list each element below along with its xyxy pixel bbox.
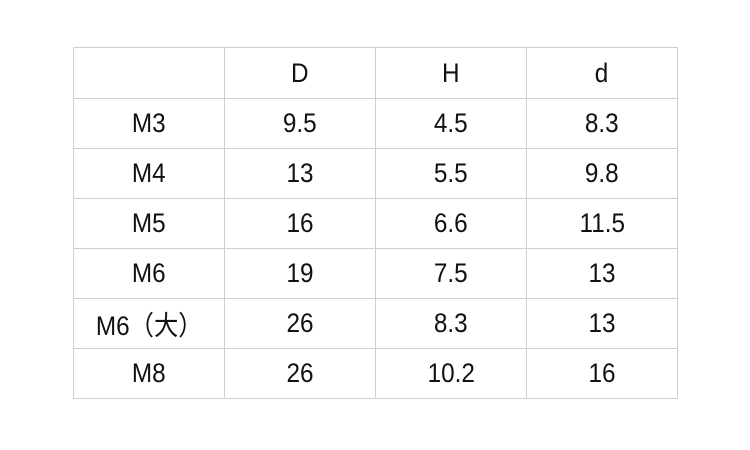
value-cell: 6.6 — [375, 198, 527, 249]
row-label-cell: M8 — [73, 348, 225, 399]
cell-text: 26 — [286, 358, 314, 388]
value-cell: 9.8 — [526, 148, 678, 199]
cell-text: 13 — [286, 158, 314, 188]
cell-text: 11.5 — [579, 208, 625, 238]
value-cell: 4.5 — [375, 98, 527, 149]
value-cell: 13 — [526, 298, 678, 349]
value-cell: 19 — [224, 248, 376, 299]
cell-text: M5 — [132, 208, 166, 238]
row-label-cell: M6 — [73, 248, 225, 299]
cell-text: 19 — [286, 258, 314, 288]
row-label-cell: M6（大） — [73, 298, 225, 349]
row-label-cell: M4 — [73, 148, 225, 199]
header-cell: d — [526, 47, 678, 99]
cell-text: 5.5 — [434, 158, 468, 188]
row-label-cell: M3 — [73, 98, 225, 149]
cell-text: 9.8 — [585, 158, 619, 188]
cell-text: 16 — [588, 358, 616, 388]
cell-text: H — [442, 57, 460, 88]
cell-text: M8 — [132, 358, 166, 388]
cell-text: 16 — [286, 208, 314, 238]
cell-text: 8.3 — [585, 108, 619, 138]
cell-text: 13 — [588, 308, 616, 338]
cell-text: M6 — [132, 258, 166, 288]
value-cell: 10.2 — [375, 348, 527, 399]
cell-text: 6.6 — [434, 208, 468, 238]
value-cell: 13 — [526, 248, 678, 299]
value-cell: 26 — [224, 348, 376, 399]
row-label-cell: M5 — [73, 198, 225, 249]
cell-text: 26 — [286, 308, 314, 338]
table-row: M5 16 6.6 11.5 — [73, 198, 678, 249]
cell-text: 9.5 — [283, 108, 317, 138]
cell-text: M6（大） — [95, 311, 203, 341]
value-cell: 13 — [224, 148, 376, 199]
cell-text: d — [595, 57, 609, 88]
cell-text: 8.3 — [434, 308, 468, 338]
table-row: M6 19 7.5 13 — [73, 248, 678, 299]
table-row: M4 13 5.5 9.8 — [73, 148, 678, 199]
value-cell: 11.5 — [526, 198, 678, 249]
value-cell: 9.5 — [224, 98, 376, 149]
table-row: M6（大） 26 8.3 13 — [73, 298, 678, 349]
value-cell: 16 — [526, 348, 678, 399]
cell-text: M4 — [132, 158, 166, 188]
table-row: M3 9.5 4.5 8.3 — [73, 98, 678, 149]
value-cell: 7.5 — [375, 248, 527, 299]
header-cell — [73, 47, 225, 99]
cell-text: 10.2 — [427, 358, 475, 388]
cell-text: 13 — [588, 258, 616, 288]
cell-text: D — [291, 57, 309, 88]
cell-text: 7.5 — [434, 258, 468, 288]
value-cell: 5.5 — [375, 148, 527, 199]
value-cell: 8.3 — [526, 98, 678, 149]
table-row: M8 26 10.2 16 — [73, 348, 678, 399]
value-cell: 8.3 — [375, 298, 527, 349]
cell-text: M3 — [132, 108, 166, 138]
cell-text: 4.5 — [434, 108, 468, 138]
header-cell: D — [224, 47, 376, 99]
value-cell: 16 — [224, 198, 376, 249]
header-cell: H — [375, 47, 527, 99]
value-cell: 26 — [224, 298, 376, 349]
